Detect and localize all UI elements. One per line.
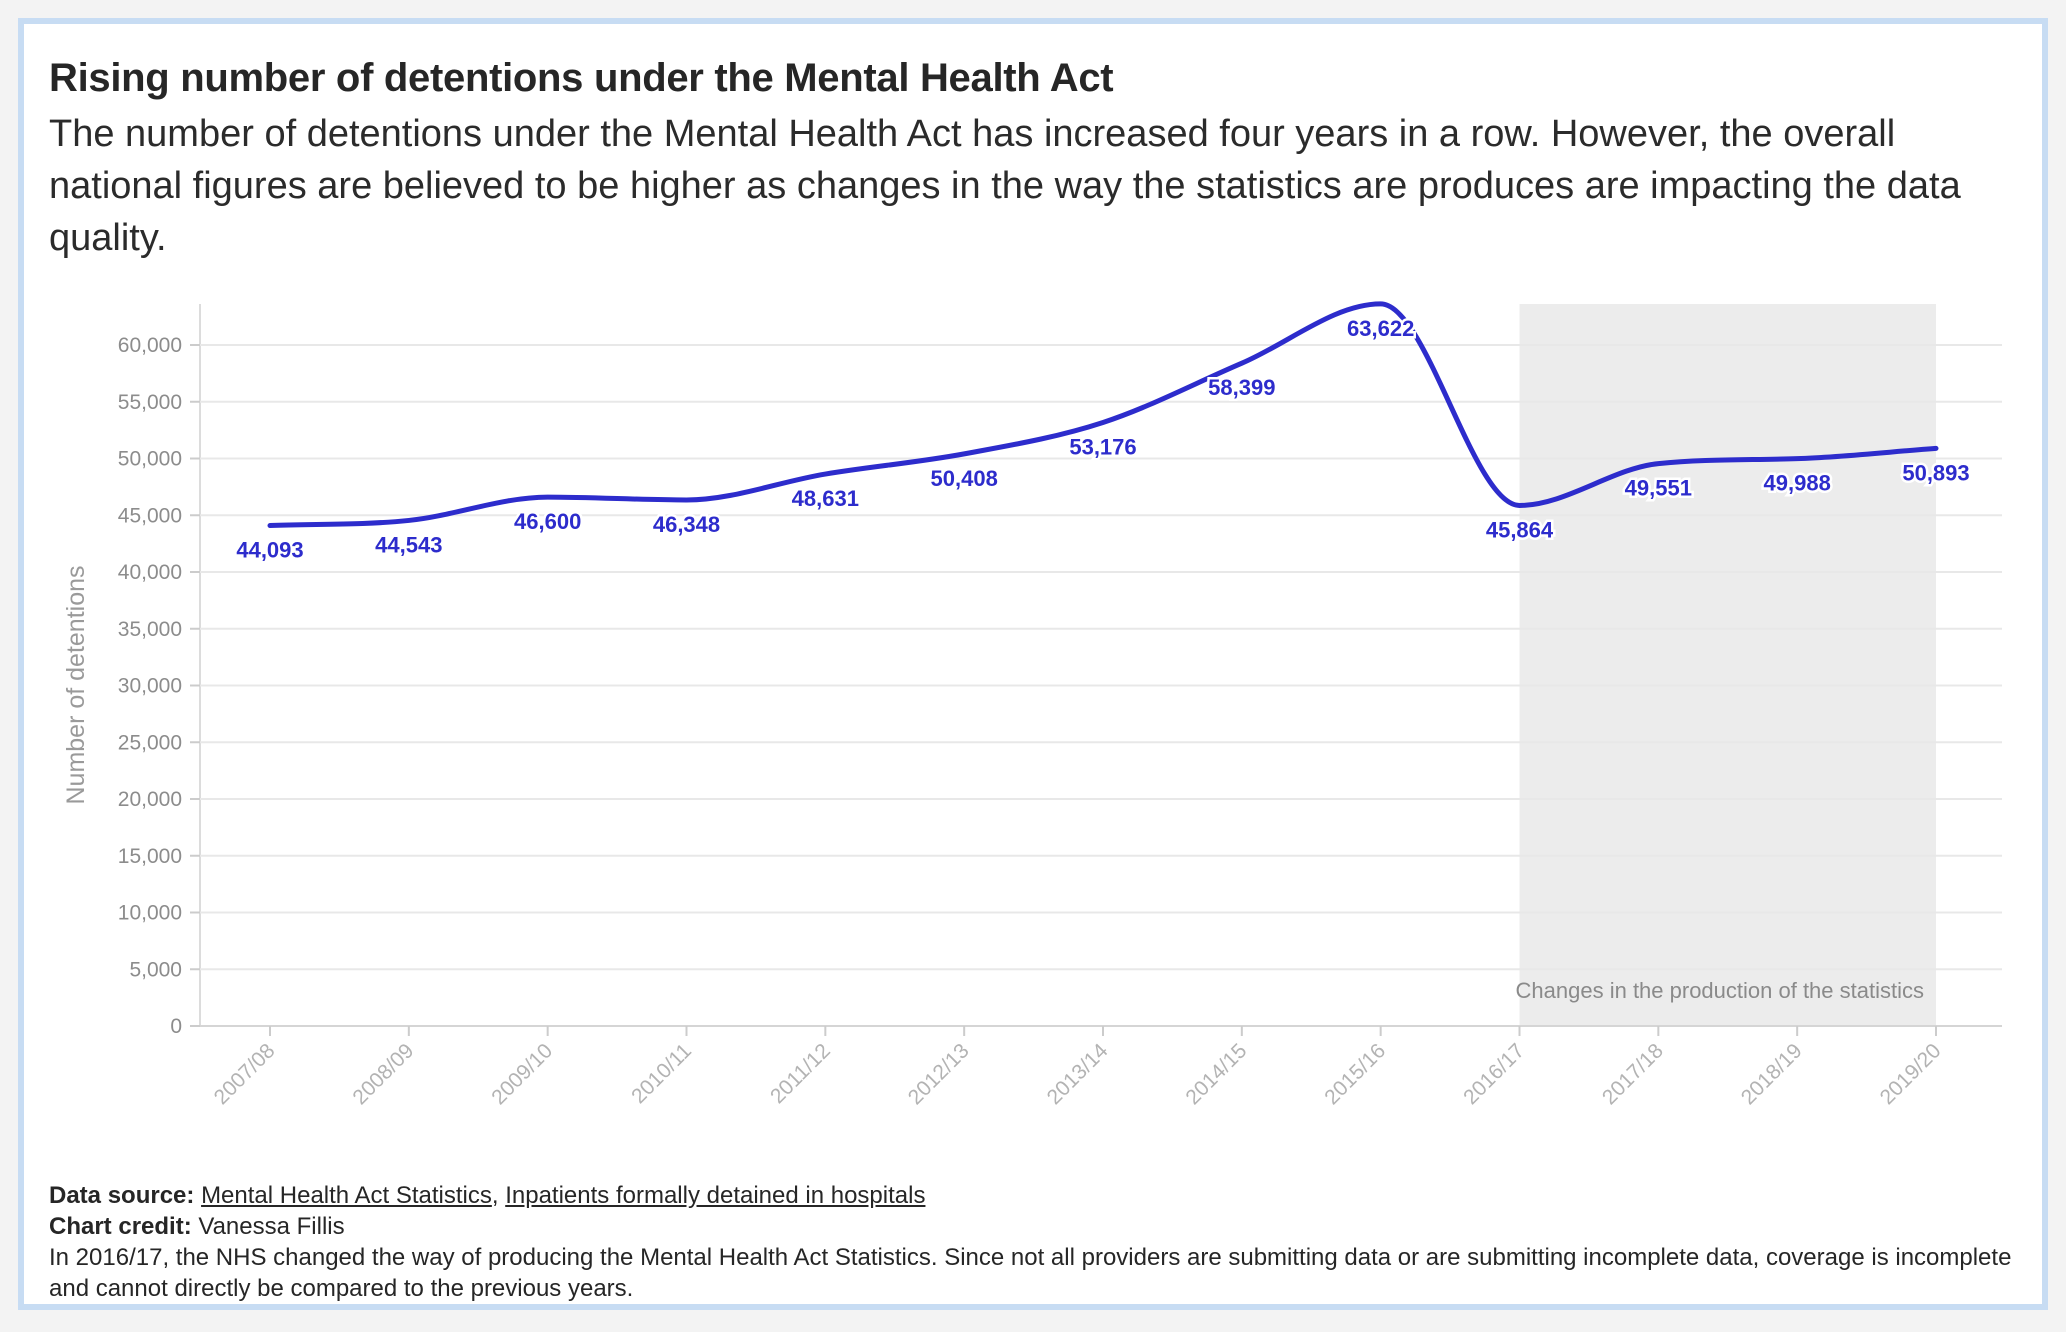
x-tick-label: 2009/10 (487, 1039, 557, 1109)
y-tick-label: 60,000 (118, 334, 182, 357)
data-label: 45,864 (1486, 517, 1554, 542)
shaded-region-rect (1519, 304, 1936, 1026)
y-tick-label: 55,000 (118, 391, 182, 414)
source-link-inpatients[interactable]: Inpatients formally detained in hospital… (505, 1182, 926, 1209)
line-chart: Changes in the production of the statist… (62, 301, 2002, 1109)
chart-subtitle: The number of detentions under the Menta… (49, 113, 1961, 259)
data-label: 44,093 (236, 538, 303, 563)
x-tick-label: 2011/12 (766, 1039, 835, 1108)
shaded-region: Changes in the production of the statist… (1516, 304, 1936, 1026)
shaded-region-label: Changes in the production of the statist… (1516, 978, 1924, 1003)
y-tick-label: 25,000 (118, 731, 182, 754)
chart-footer: Data source: Mental Health Act Statistic… (49, 1180, 2039, 1304)
x-tick-label: 2019/20 (1876, 1039, 1946, 1109)
y-tick-label: 0 (170, 1015, 182, 1038)
x-tick-label: 2018/19 (1737, 1039, 1807, 1109)
y-tick-label: 10,000 (118, 902, 182, 925)
x-tick-label: 2015/16 (1320, 1039, 1390, 1109)
y-tick-label: 30,000 (118, 675, 182, 698)
chart-card: Rising number of detentions under the Me… (18, 18, 2048, 1310)
x-axis: 2007/08 2008/09 2009/10 2010/11 2011/12 2012/… (210, 1026, 1946, 1109)
data-label: 44,543 (375, 532, 442, 557)
chart-title: Rising number of detentions under the Me… (49, 56, 1114, 100)
y-tick-label: 15,000 (118, 845, 182, 868)
credit-line: Chart credit: Vanessa Fillis (49, 1211, 2039, 1242)
x-tick-label: 2013/14 (1043, 1039, 1113, 1109)
data-label: 49,551 (1625, 476, 1692, 501)
y-tick-label: 50,000 (118, 448, 182, 471)
y-tick-label: 45,000 (118, 504, 182, 527)
y-tick-label: 40,000 (118, 561, 182, 584)
data-label: 48,631 (792, 486, 859, 511)
source-separator: , (491, 1182, 499, 1209)
y-tick-label: 5,000 (129, 958, 182, 981)
x-tick-label: 2016/17 (1459, 1039, 1529, 1109)
x-tick-label: 2014/15 (1181, 1039, 1251, 1109)
grid-lines (199, 304, 2002, 1027)
data-labels: 44,093 44,543 46,600 46,348 48,631 50,408 53,1… (234, 313, 1972, 565)
x-tick-label: 2007/08 (210, 1039, 280, 1109)
x-tick-label: 2012/13 (904, 1039, 974, 1109)
credit-name: Vanessa Fillis (198, 1213, 345, 1240)
series-line-group (267, 301, 1939, 529)
credit-label: Chart credit: (49, 1213, 192, 1240)
data-label: 50,893 (1902, 460, 1969, 485)
data-label: 50,408 (931, 466, 998, 491)
data-label: 46,600 (514, 509, 581, 534)
x-tick-label: 2017/18 (1598, 1039, 1668, 1109)
data-label: 63,622 (1347, 316, 1414, 341)
data-label: 46,348 (653, 512, 720, 537)
source-line: Data source: Mental Health Act Statistic… (49, 1180, 2039, 1211)
x-tick-label: 2008/09 (348, 1039, 418, 1109)
data-label: 58,399 (1208, 375, 1275, 400)
data-label: 53,176 (1069, 434, 1136, 459)
y-tick-label: 20,000 (118, 788, 182, 811)
series-line (267, 301, 1939, 529)
x-tick-label: 2010/11 (627, 1039, 696, 1108)
data-label: 49,988 (1764, 471, 1831, 496)
y-axis: 0 5,000 10,000 15,000 20,000 25,000 30,000 35,0… (118, 334, 200, 1038)
source-label: Data source: (49, 1182, 195, 1209)
source-link-mha-statistics[interactable]: Mental Health Act Statistics (201, 1182, 492, 1209)
y-tick-label: 35,000 (118, 618, 182, 641)
footnote: In 2016/17, the NHS changed the way of p… (49, 1244, 2012, 1302)
y-axis-label: Number of detentions (62, 565, 90, 804)
